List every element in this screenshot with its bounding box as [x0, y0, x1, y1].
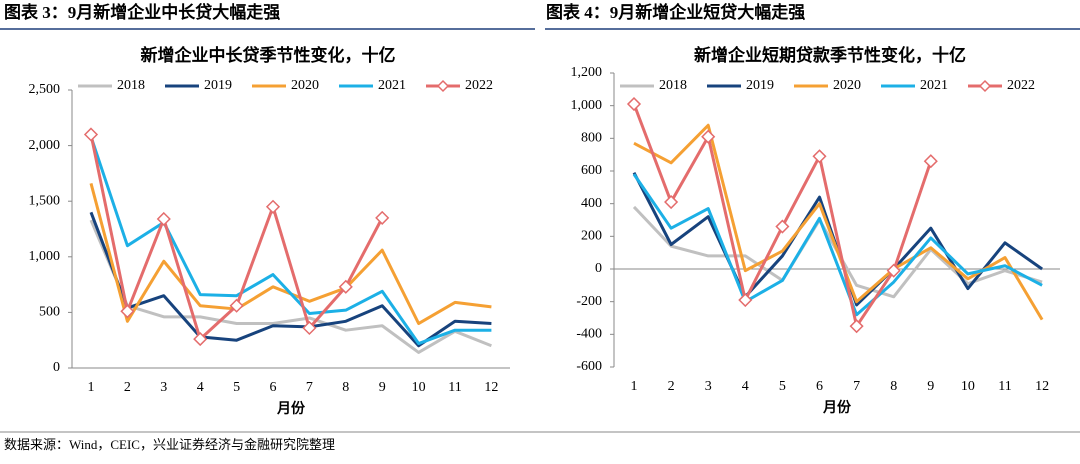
x-tick-label: 2: [668, 379, 675, 394]
point-marker: [886, 263, 901, 278]
caption: 图表 4：9月新增企业短贷大幅走强: [546, 2, 805, 22]
chart-title: 新增企业短期贷款季节性变化，十亿: [694, 45, 966, 65]
series-line: [89, 211, 492, 348]
caption: 图表 3：9月新增企业中长贷大幅走强: [4, 2, 280, 22]
y-tick-label: 2,000: [29, 138, 61, 153]
y-tick-label: 0: [53, 360, 60, 375]
point-marker: [229, 298, 244, 313]
y-tick-label: 1,000: [571, 98, 603, 113]
point-marker: [338, 279, 353, 294]
x-tick-label: 8: [890, 379, 897, 394]
chart-title: 新增企业中长贷季节性变化，十亿: [141, 45, 396, 65]
legend-label: 2021: [378, 78, 406, 93]
y-tick-label: 200: [581, 229, 602, 244]
x-tick-label: 11: [448, 380, 461, 395]
legend-label: 2019: [746, 78, 774, 93]
point-marker: [375, 210, 390, 225]
legend-marker: [978, 79, 992, 93]
x-tick-label: 11: [998, 379, 1011, 394]
x-tick-label: 4: [742, 379, 749, 394]
legend-label: 2022: [1007, 78, 1035, 93]
x-tick-label: 9: [379, 380, 386, 395]
x-tick-label: 10: [961, 379, 975, 394]
legend-label: 2018: [117, 78, 145, 93]
point-marker: [738, 292, 753, 308]
x-tick-label: 12: [484, 380, 498, 395]
series-line: [89, 136, 492, 346]
legend-label: 2019: [204, 78, 232, 93]
point-marker: [83, 127, 99, 142]
point-marker: [923, 154, 938, 169]
x-tick-label: 6: [816, 379, 823, 394]
series-line: [633, 123, 1044, 321]
point-marker: [775, 219, 790, 234]
x-tick-label: 3: [160, 380, 167, 395]
x-tick-label: 7: [306, 380, 313, 395]
x-tick-label: 10: [412, 380, 426, 395]
legend-label: 2020: [833, 78, 861, 93]
x-tick-label: 5: [779, 379, 786, 394]
x-tick-label: 7: [853, 379, 860, 394]
legend-marker: [436, 79, 450, 93]
legend-label: 2020: [291, 78, 319, 93]
series-line: [632, 103, 933, 328]
y-tick-label: -600: [576, 359, 602, 374]
x-tick-label: 8: [342, 380, 349, 395]
x-axis-label: 月份: [276, 400, 306, 417]
x-tick-label: 6: [270, 380, 277, 395]
source: 数据来源：Wind，CEIC，兴业证券经济与金融研究院整理: [4, 437, 335, 452]
legend-label: 2022: [465, 78, 493, 93]
x-tick-label: 3: [705, 379, 712, 394]
y-tick-label: 1,000: [29, 249, 61, 264]
y-tick-label: 400: [581, 196, 602, 211]
x-axis-label: 月份: [822, 399, 852, 416]
x-tick-label: 1: [631, 379, 638, 394]
legend-label: 2018: [659, 78, 687, 93]
point-marker: [193, 332, 208, 347]
x-tick-label: 9: [927, 379, 934, 394]
x-tick-label: 5: [233, 380, 240, 395]
point-marker: [156, 211, 171, 227]
y-tick-label: 600: [581, 163, 602, 178]
y-tick-label: -200: [576, 294, 602, 309]
y-tick-label: 2,500: [29, 82, 61, 97]
y-tick-label: 500: [39, 305, 60, 320]
y-tick-label: 0: [595, 261, 602, 276]
y-tick-label: 1,200: [571, 65, 603, 80]
x-tick-label: 4: [197, 380, 204, 395]
point-marker: [849, 319, 864, 334]
x-tick-label: 12: [1035, 379, 1049, 394]
y-tick-label: 800: [581, 131, 602, 146]
x-tick-label: 2: [124, 380, 131, 395]
series-line: [632, 173, 1043, 317]
point-marker: [664, 194, 679, 210]
point-marker: [626, 96, 642, 112]
point-marker: [120, 304, 135, 319]
y-tick-label: -400: [576, 327, 602, 342]
point-marker: [302, 320, 317, 336]
y-tick-label: 1,500: [29, 193, 61, 208]
point-marker: [265, 199, 281, 214]
point-marker: [812, 149, 827, 164]
series-line: [89, 219, 492, 354]
legend-label: 2021: [920, 78, 948, 93]
point-marker: [701, 129, 716, 144]
x-tick-label: 1: [88, 380, 95, 395]
